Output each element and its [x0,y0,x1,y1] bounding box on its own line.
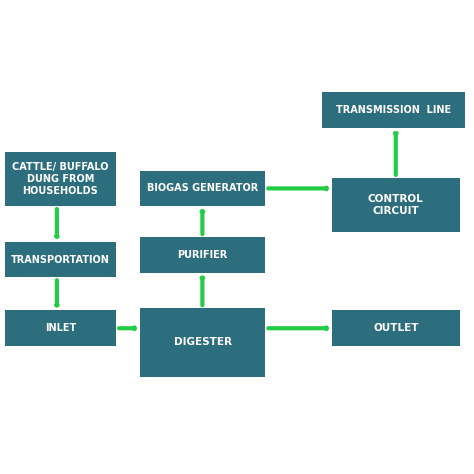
FancyBboxPatch shape [5,242,116,277]
Text: OUTLET: OUTLET [373,323,419,333]
FancyBboxPatch shape [332,178,460,232]
Text: CONTROL
CIRCUIT: CONTROL CIRCUIT [368,194,424,216]
FancyBboxPatch shape [140,308,265,377]
Text: CATTLE/ BUFFALO
DUNG FROM
HOUSEHOLDS: CATTLE/ BUFFALO DUNG FROM HOUSEHOLDS [12,162,109,196]
FancyBboxPatch shape [5,152,116,206]
FancyBboxPatch shape [140,171,265,206]
Text: DIGESTER: DIGESTER [173,337,232,347]
Text: TRANSPORTATION: TRANSPORTATION [11,255,110,264]
FancyBboxPatch shape [5,310,116,346]
FancyBboxPatch shape [140,237,265,273]
FancyBboxPatch shape [322,92,465,128]
Text: INLET: INLET [45,323,76,333]
Text: PURIFIER: PURIFIER [177,250,228,260]
Text: BIOGAS GENERATOR: BIOGAS GENERATOR [147,183,258,193]
Text: TRANSMISSION  LINE: TRANSMISSION LINE [336,105,451,115]
FancyBboxPatch shape [332,310,460,346]
